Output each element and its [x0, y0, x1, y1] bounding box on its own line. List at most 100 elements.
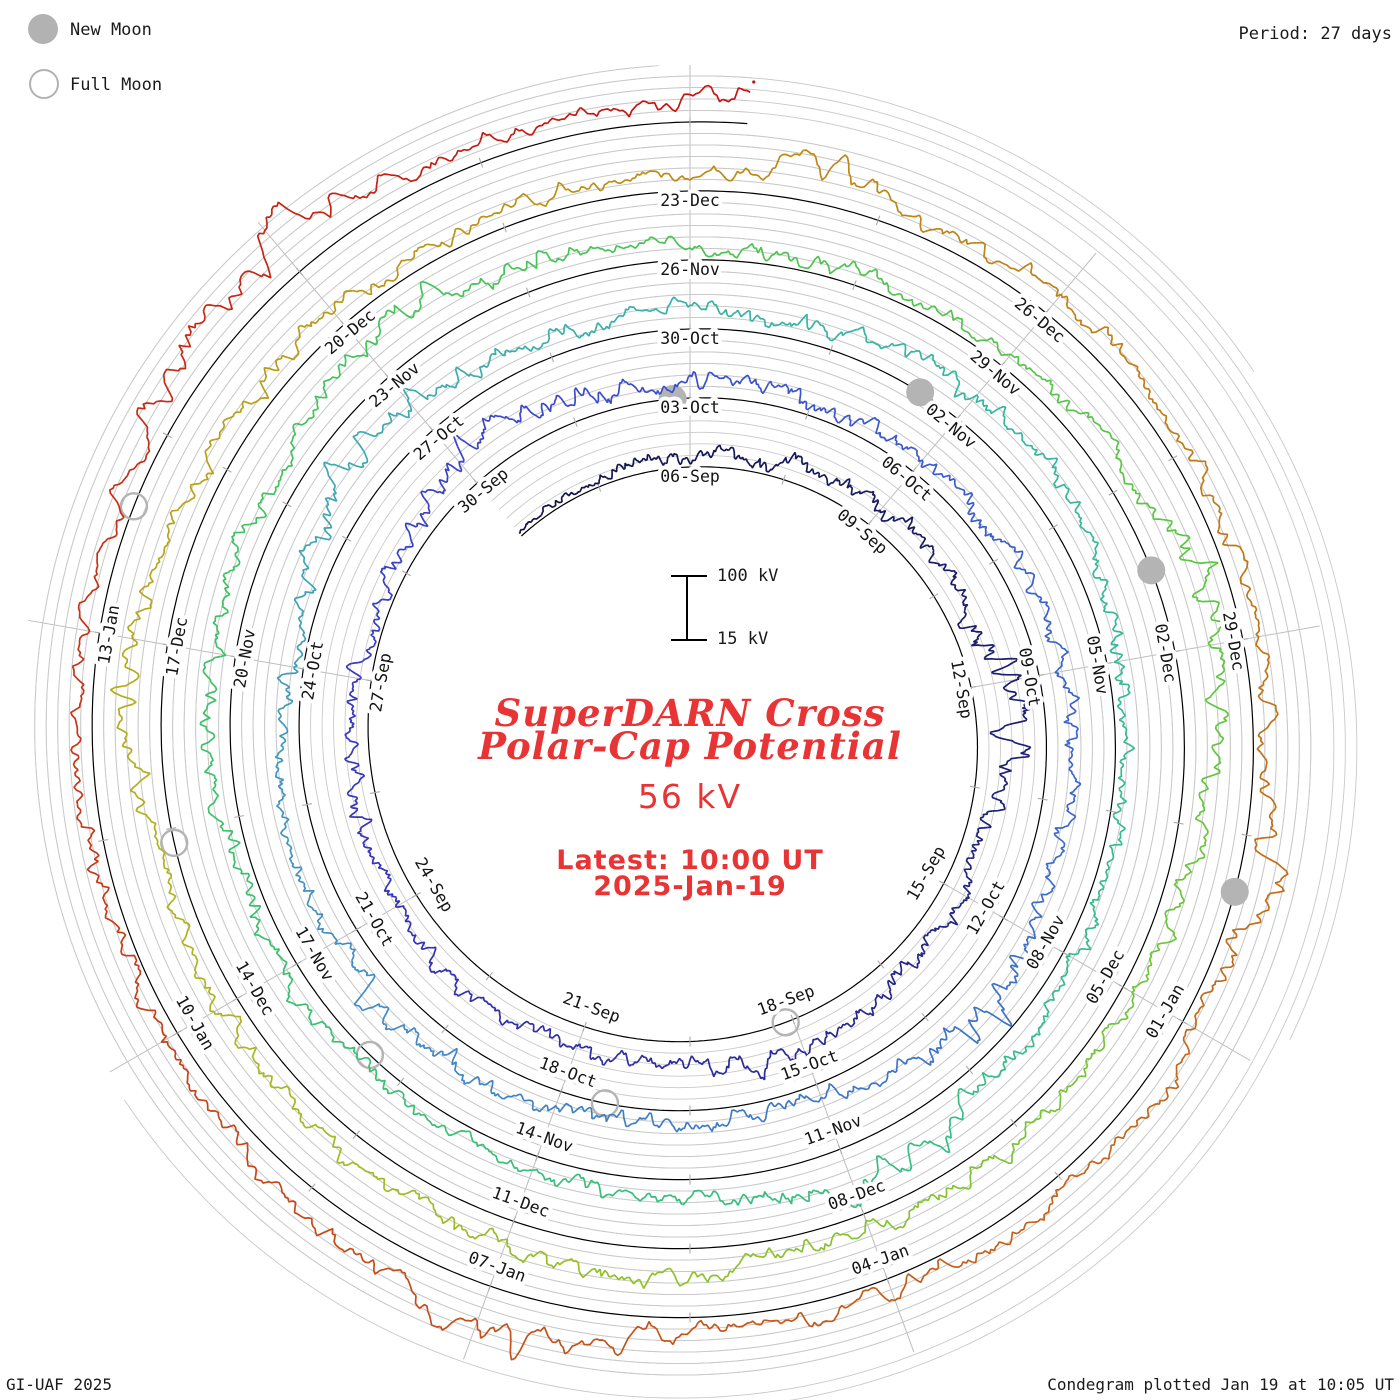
day-tick [921, 1013, 929, 1022]
potential-trace-segment [747, 310, 770, 329]
potential-trace-segment [545, 1027, 561, 1046]
potential-trace-segment [767, 250, 797, 262]
potential-trace-segment [204, 425, 226, 452]
potential-trace-segment [866, 1079, 888, 1091]
potential-trace-segment [893, 960, 915, 976]
potential-trace-segment [401, 1092, 420, 1116]
potential-trace-segment [558, 1043, 581, 1050]
potential-trace-segment [686, 1055, 706, 1069]
potential-trace-segment [221, 573, 231, 603]
potential-trace-segment [1254, 811, 1278, 843]
potential-trace-segment [998, 759, 1012, 779]
potential-trace-segment [518, 522, 529, 535]
day-tick [969, 785, 980, 789]
potential-trace-segment [667, 1057, 687, 1069]
potential-trace-segment [674, 1121, 698, 1133]
potential-trace-segment [990, 405, 1011, 431]
potential-trace-segment [516, 192, 551, 207]
potential-trace-segment [934, 363, 958, 378]
new-moon-marker [658, 385, 687, 414]
potential-trace-segment [85, 565, 100, 599]
potential-trace-segment [1029, 444, 1054, 460]
potential-trace-segment [406, 243, 435, 261]
potential-trace-segment [350, 960, 370, 977]
potential-trace-segment [353, 973, 376, 1012]
potential-trace-segment [874, 994, 893, 1006]
day-tick [340, 320, 348, 329]
potential-trace-segment [649, 385, 670, 395]
day-tick [558, 1086, 564, 1097]
potential-trace-segment [370, 627, 381, 646]
potential-trace-segment [249, 916, 266, 940]
potential-trace-segment [605, 244, 634, 254]
potential-trace-segment [838, 478, 854, 491]
potential-trace-segment [951, 313, 972, 336]
day-tick [1237, 638, 1248, 641]
potential-trace-segment [861, 416, 881, 435]
potential-trace-segment [270, 201, 317, 220]
potential-trace-segment [228, 839, 241, 868]
potential-trace-segment [1259, 777, 1277, 813]
potential-trace-segment [357, 829, 370, 849]
potential-trace-segment [265, 938, 284, 961]
potential-trace-segment [743, 457, 761, 469]
potential-trace-segment [1152, 926, 1178, 953]
day-tick [162, 643, 173, 647]
potential-trace-segment [940, 1116, 954, 1154]
potential-trace-segment [961, 591, 969, 612]
potential-trace-segment [1066, 797, 1077, 820]
potential-trace-segment [346, 772, 365, 795]
potential-trace-segment [432, 383, 457, 397]
potential-trace-segment [605, 463, 620, 480]
potential-trace-segment [1086, 412, 1111, 435]
date-label: 17-Dec [162, 616, 191, 678]
potential-trace-segment [991, 982, 1011, 1011]
potential-trace-segment [178, 482, 200, 509]
potential-trace-segment [806, 468, 824, 478]
day-tick [292, 961, 302, 967]
potential-trace-segment [579, 1043, 595, 1061]
day-tick [988, 558, 999, 565]
potential-trace-segment [1092, 550, 1100, 579]
potential-trace-segment [850, 490, 872, 496]
day-tick [351, 926, 362, 933]
potential-trace-segment [312, 524, 333, 544]
potential-trace-segment [349, 175, 379, 200]
potential-trace-segment [758, 1247, 788, 1259]
potential-trace-segment [639, 170, 673, 179]
potential-trace-segment [939, 1026, 960, 1042]
potential-trace-segment [349, 811, 373, 831]
potential-trace-segment [953, 1087, 967, 1121]
potential-trace-segment [899, 293, 924, 309]
potential-trace-segment [963, 857, 972, 876]
potential-trace-segment [999, 1138, 1022, 1165]
potential-trace-segment [786, 1238, 818, 1253]
potential-trace-segment [887, 342, 914, 358]
potential-trace-segment [762, 1101, 782, 1123]
potential-trace-segment [365, 1056, 380, 1082]
potential-trace-segment [479, 417, 491, 444]
day-tick [230, 655, 241, 659]
potential-trace-segment [870, 490, 880, 512]
potential-trace-segment [160, 1025, 177, 1058]
potential-trace-segment [1182, 1025, 1197, 1058]
potential-trace-segment [478, 131, 515, 143]
potential-trace-segment [1032, 274, 1059, 297]
potential-trace-segment [428, 966, 452, 975]
potential-trace-segment [762, 1191, 793, 1205]
potential-trace-segment [1106, 842, 1123, 865]
potential-trace-segment [993, 777, 1009, 795]
potential-trace-segment [213, 815, 234, 841]
potential-trace-segment [1053, 818, 1074, 839]
potential-trace-segment [976, 241, 1003, 265]
potential-trace-segment [316, 1125, 340, 1149]
date-label: 20-Nov [230, 627, 259, 689]
day-tick [1108, 489, 1118, 496]
day-tick [953, 414, 961, 423]
potential-trace-segment [847, 1286, 877, 1308]
potential-trace-segment [323, 462, 338, 502]
potential-trace-segment [593, 1055, 615, 1066]
potential-trace-segment [699, 1270, 731, 1283]
potential-trace-segment [1054, 669, 1071, 691]
potential-trace-segment [155, 536, 171, 567]
